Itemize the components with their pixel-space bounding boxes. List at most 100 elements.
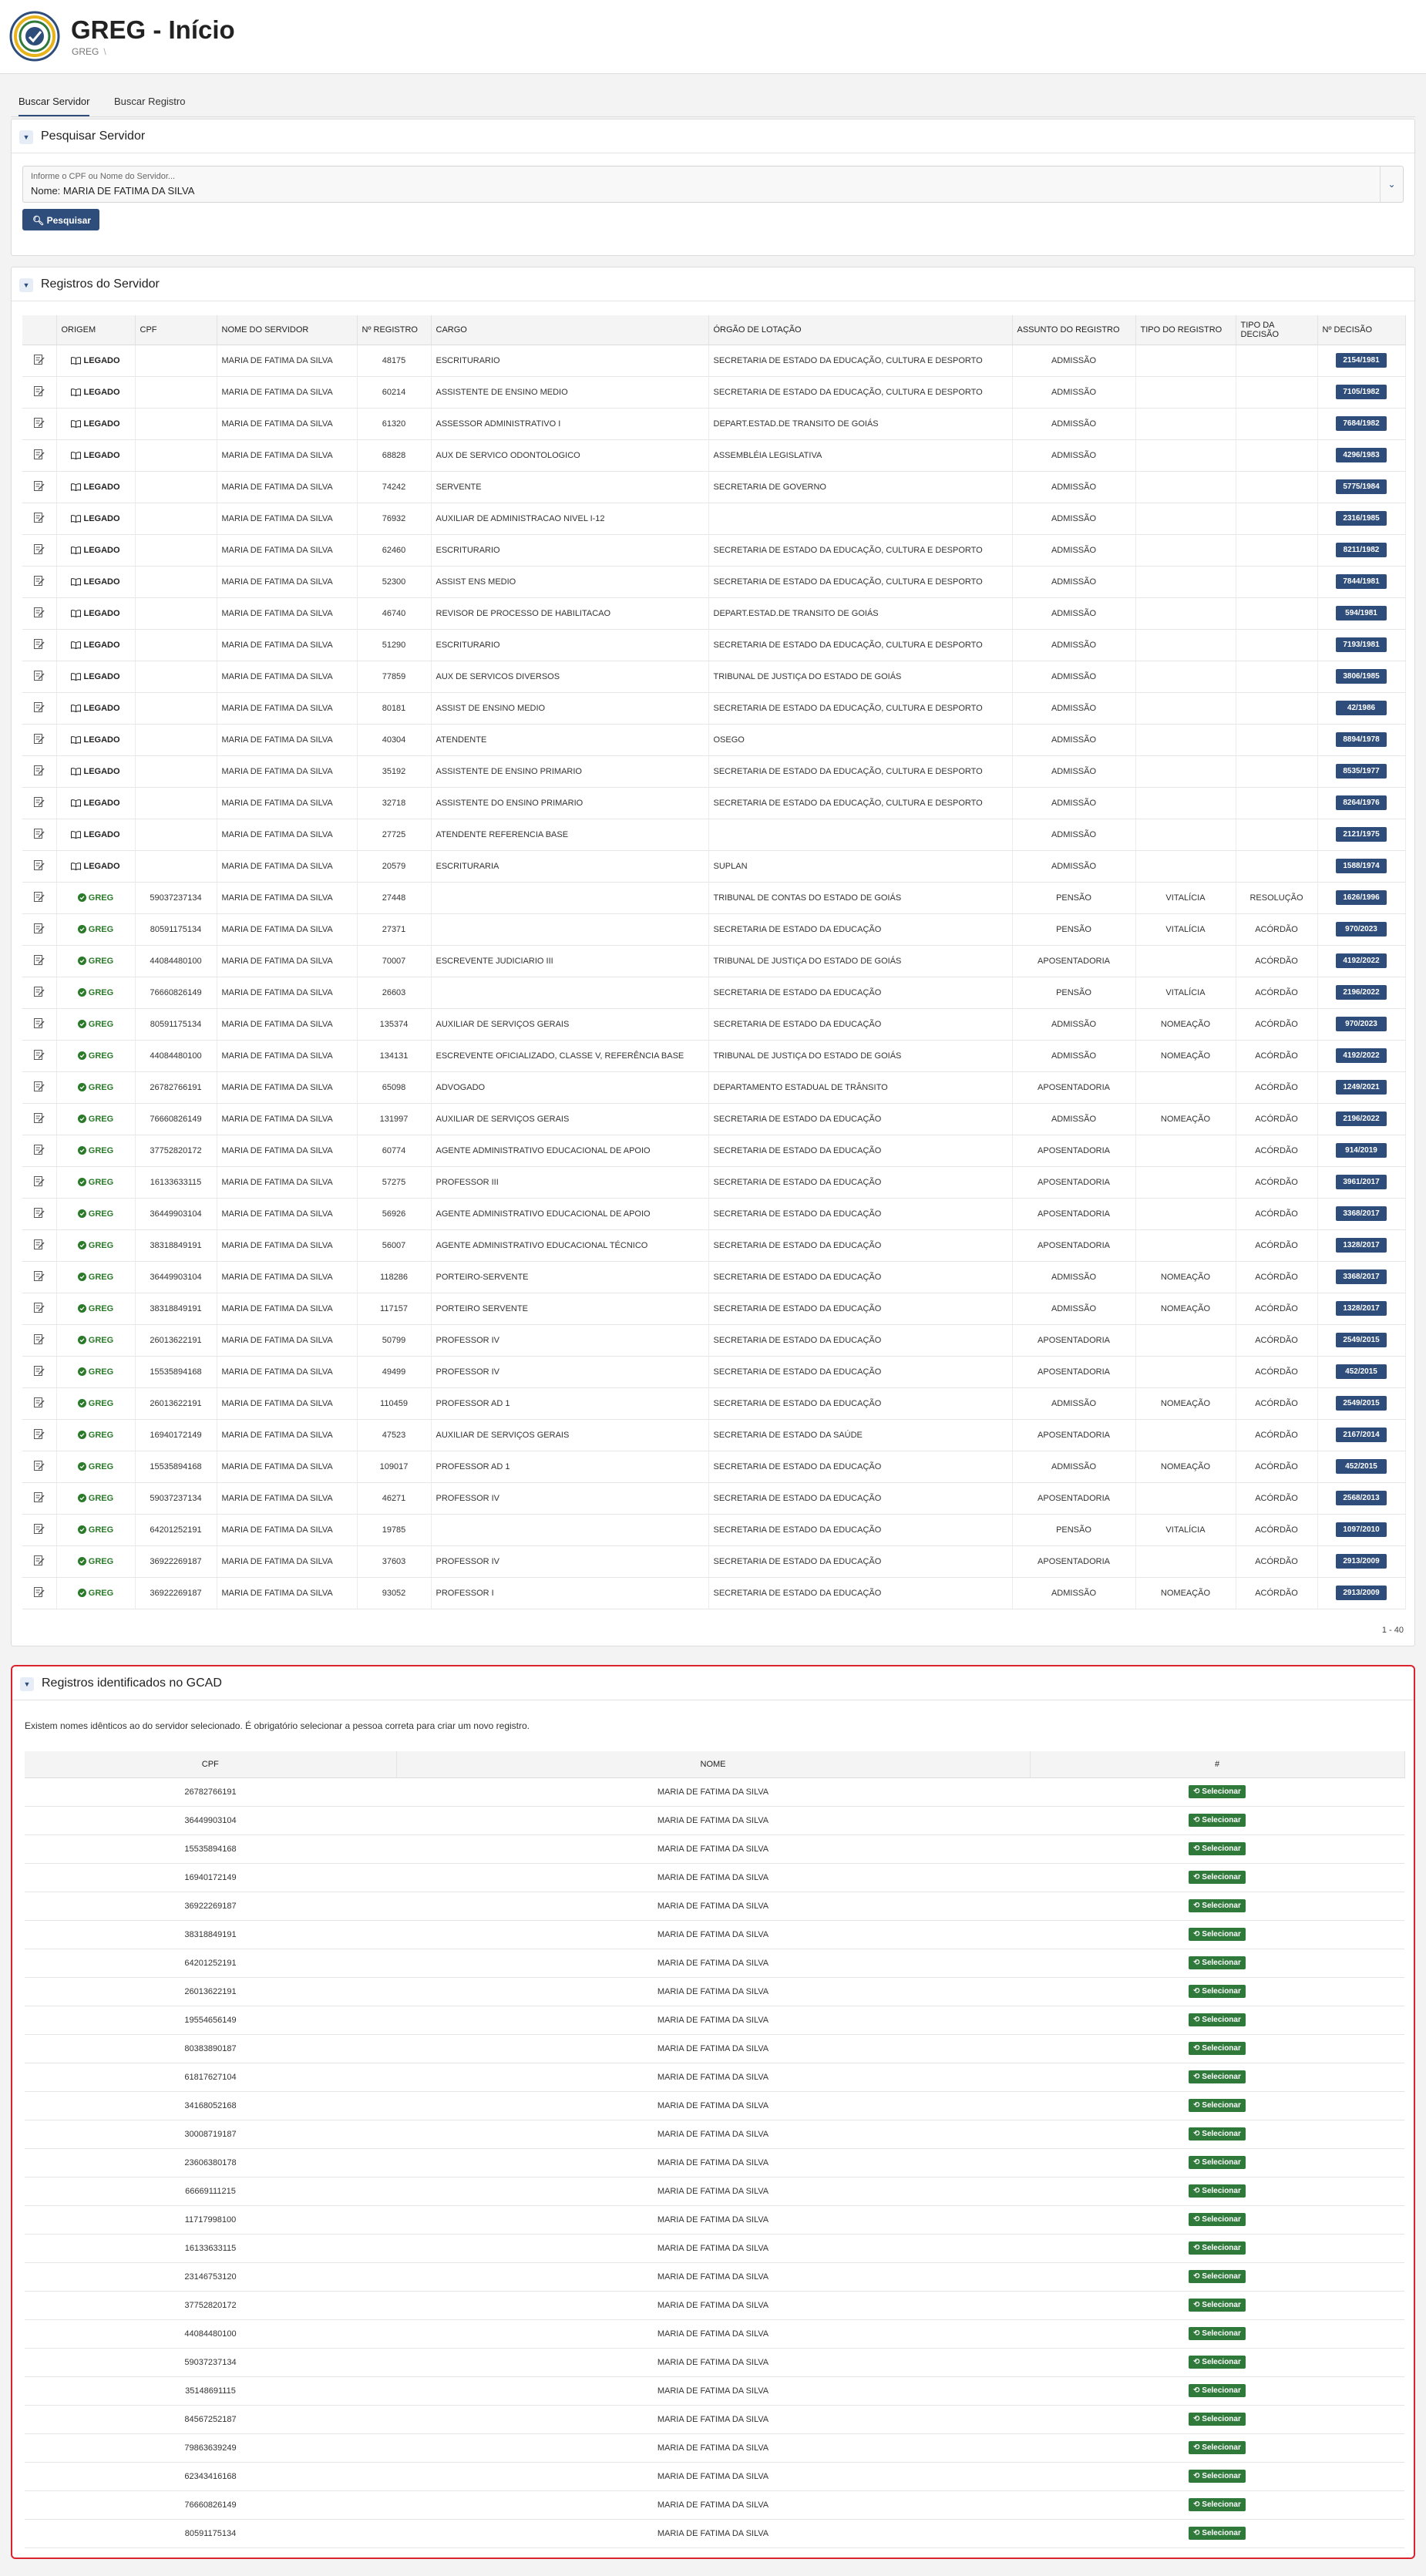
decisao-badge[interactable]: 3368/2017 xyxy=(1336,1206,1387,1221)
col-registro[interactable]: Nº REGISTRO xyxy=(357,315,432,345)
table-row[interactable]: LEGADO MARIA DE FATIMA DA SILVA 74242 SERVE… xyxy=(22,471,1406,503)
table-row[interactable]: GREG 59037237134 MARIA DE FATIMA DA SILVA 2… xyxy=(22,882,1406,914)
table-row[interactable]: GREG 15535894168 MARIA DE FATIMA DA SILVA 1… xyxy=(22,1451,1406,1483)
edit-icon[interactable] xyxy=(33,607,45,617)
edit-icon[interactable] xyxy=(33,417,45,428)
edit-icon[interactable] xyxy=(33,701,45,712)
edit-icon[interactable] xyxy=(33,954,45,965)
decisao-badge[interactable]: 8264/1976 xyxy=(1336,795,1387,810)
decisao-badge[interactable]: 1626/1996 xyxy=(1336,890,1387,905)
edit-icon[interactable] xyxy=(33,1175,45,1186)
decisao-badge[interactable]: 3368/2017 xyxy=(1336,1270,1387,1284)
decisao-badge[interactable]: 1328/2017 xyxy=(1336,1301,1387,1316)
edit-icon[interactable] xyxy=(33,986,45,997)
edit-icon[interactable] xyxy=(33,859,45,870)
breadcrumb-item[interactable]: GREG xyxy=(72,46,99,57)
decisao-badge[interactable]: 1328/2017 xyxy=(1336,1238,1387,1253)
decisao-badge[interactable]: 7105/1982 xyxy=(1336,385,1387,399)
edit-icon[interactable] xyxy=(33,1081,45,1091)
search-button[interactable]: 🔍︎ Pesquisar xyxy=(22,209,99,230)
col-gcad-nome[interactable]: NOME xyxy=(396,1751,1031,1778)
decisao-badge[interactable]: 2196/2022 xyxy=(1336,1111,1387,1126)
select-button[interactable]: ⟲ Selecionar xyxy=(1189,1928,1246,1941)
table-row[interactable]: LEGADO MARIA DE FATIMA DA SILVA 40304 ATEND… xyxy=(22,724,1406,756)
select-button[interactable]: ⟲ Selecionar xyxy=(1189,1899,1246,1912)
decisao-badge[interactable]: 8211/1982 xyxy=(1336,543,1387,557)
tab-buscar-registro[interactable]: Buscar Registro xyxy=(114,96,186,107)
edit-icon[interactable] xyxy=(33,575,45,586)
edit-icon[interactable] xyxy=(33,1586,45,1597)
decisao-badge[interactable]: 2568/2013 xyxy=(1336,1491,1387,1505)
col-tipo-registro[interactable]: TIPO DO REGISTRO xyxy=(1135,315,1236,345)
select-button[interactable]: ⟲ Selecionar xyxy=(1189,1842,1246,1855)
edit-icon[interactable] xyxy=(33,354,45,365)
select-button[interactable]: ⟲ Selecionar xyxy=(1189,2099,1246,2112)
decisao-badge[interactable]: 8535/1977 xyxy=(1336,764,1387,779)
decisao-badge[interactable]: 5775/1984 xyxy=(1336,479,1387,494)
edit-icon[interactable] xyxy=(33,385,45,396)
edit-icon[interactable] xyxy=(33,1523,45,1534)
edit-icon[interactable] xyxy=(33,480,45,491)
edit-icon[interactable] xyxy=(33,1270,45,1281)
decisao-badge[interactable]: 970/2023 xyxy=(1336,922,1387,937)
decisao-badge[interactable]: 914/2019 xyxy=(1336,1143,1387,1158)
table-row[interactable]: LEGADO MARIA DE FATIMA DA SILVA 60214 ASSIS… xyxy=(22,376,1406,409)
table-row[interactable]: GREG 38318849191 MARIA DE FATIMA DA SILVA 1… xyxy=(22,1293,1406,1325)
table-row[interactable]: LEGADO MARIA DE FATIMA DA SILVA 27725 ATEND… xyxy=(22,819,1406,851)
select-button[interactable]: ⟲ Selecionar xyxy=(1189,2299,1246,2312)
table-row[interactable]: LEGADO MARIA DE FATIMA DA SILVA 62460 ESCRI… xyxy=(22,534,1406,567)
edit-icon[interactable] xyxy=(33,828,45,839)
decisao-badge[interactable]: 2154/1981 xyxy=(1336,353,1387,368)
table-row[interactable]: LEGADO MARIA DE FATIMA DA SILVA 35192 ASSIS… xyxy=(22,755,1406,788)
table-row[interactable]: GREG 36922269187 MARIA DE FATIMA DA SILVA 9… xyxy=(22,1577,1406,1609)
edit-icon[interactable] xyxy=(33,923,45,933)
select-button[interactable]: ⟲ Selecionar xyxy=(1189,2213,1246,2226)
edit-icon[interactable] xyxy=(33,1333,45,1344)
decisao-badge[interactable]: 452/2015 xyxy=(1336,1459,1387,1474)
table-row[interactable]: GREG 59037237134 MARIA DE FATIMA DA SILVA 4… xyxy=(22,1482,1406,1515)
col-decisao[interactable]: Nº DECISÃO xyxy=(1317,315,1406,345)
decisao-badge[interactable]: 1097/2010 xyxy=(1336,1522,1387,1537)
decisao-badge[interactable]: 4296/1983 xyxy=(1336,448,1387,462)
table-row[interactable]: GREG 36922269187 MARIA DE FATIMA DA SILVA 3… xyxy=(22,1545,1406,1578)
select-button[interactable]: ⟲ Selecionar xyxy=(1189,2356,1246,2369)
select-button[interactable]: ⟲ Selecionar xyxy=(1189,2327,1246,2340)
decisao-badge[interactable]: 2196/2022 xyxy=(1336,985,1387,1000)
decisao-badge[interactable]: 8894/1978 xyxy=(1336,732,1387,747)
table-row[interactable]: GREG 36449903104 MARIA DE FATIMA DA SILVA 1… xyxy=(22,1261,1406,1293)
table-row[interactable]: GREG 80591175134 MARIA DE FATIMA DA SILVA 2… xyxy=(22,913,1406,946)
edit-icon[interactable] xyxy=(33,1049,45,1060)
col-cpf[interactable]: CPF xyxy=(135,315,217,345)
decisao-badge[interactable]: 2913/2009 xyxy=(1336,1554,1387,1569)
edit-icon[interactable] xyxy=(33,1460,45,1471)
table-row[interactable]: GREG 37752820172 MARIA DE FATIMA DA SILVA 6… xyxy=(22,1135,1406,1167)
edit-icon[interactable] xyxy=(33,765,45,775)
select-button[interactable]: ⟲ Selecionar xyxy=(1189,2042,1246,2055)
table-row[interactable]: GREG 26782766191 MARIA DE FATIMA DA SILVA 6… xyxy=(22,1071,1406,1104)
table-row[interactable]: LEGADO MARIA DE FATIMA DA SILVA 20579 ESCRI… xyxy=(22,850,1406,883)
col-origem[interactable]: ORIGEM xyxy=(56,315,136,345)
select-button[interactable]: ⟲ Selecionar xyxy=(1189,2184,1246,2198)
select-button[interactable]: ⟲ Selecionar xyxy=(1189,2470,1246,2483)
decisao-badge[interactable]: 4192/2022 xyxy=(1336,1048,1387,1063)
select-button[interactable]: ⟲ Selecionar xyxy=(1189,2070,1246,2083)
decisao-badge[interactable]: 7684/1982 xyxy=(1336,416,1387,431)
col-orgao[interactable]: ÓRGÃO DE LOTAÇÃO xyxy=(708,315,1013,345)
decisao-badge[interactable]: 1588/1974 xyxy=(1336,859,1387,873)
decisao-badge[interactable]: 4192/2022 xyxy=(1336,953,1387,968)
edit-icon[interactable] xyxy=(33,1144,45,1155)
decisao-badge[interactable]: 970/2023 xyxy=(1336,1017,1387,1031)
select-button[interactable]: ⟲ Selecionar xyxy=(1189,2498,1246,2511)
select-button[interactable]: ⟲ Selecionar xyxy=(1189,2441,1246,2454)
table-row[interactable]: GREG 15535894168 MARIA DE FATIMA DA SILVA 4… xyxy=(22,1356,1406,1388)
edit-icon[interactable] xyxy=(33,449,45,459)
select-button[interactable]: ⟲ Selecionar xyxy=(1189,2241,1246,2255)
table-row[interactable]: GREG 80591175134 MARIA DE FATIMA DA SILVA 1… xyxy=(22,1008,1406,1041)
table-row[interactable]: GREG 76660826149 MARIA DE FATIMA DA SILVA 2… xyxy=(22,977,1406,1009)
table-row[interactable]: GREG 16940172149 MARIA DE FATIMA DA SILVA 4… xyxy=(22,1419,1406,1451)
search-input[interactable]: Informe o CPF ou Nome do Servidor... Nom… xyxy=(22,166,1404,203)
decisao-badge[interactable]: 1249/2021 xyxy=(1336,1080,1387,1095)
table-row[interactable]: LEGADO MARIA DE FATIMA DA SILVA 52300 ASSIS… xyxy=(22,566,1406,598)
select-button[interactable]: ⟲ Selecionar xyxy=(1189,2384,1246,2397)
decisao-badge[interactable]: 2913/2009 xyxy=(1336,1586,1387,1600)
